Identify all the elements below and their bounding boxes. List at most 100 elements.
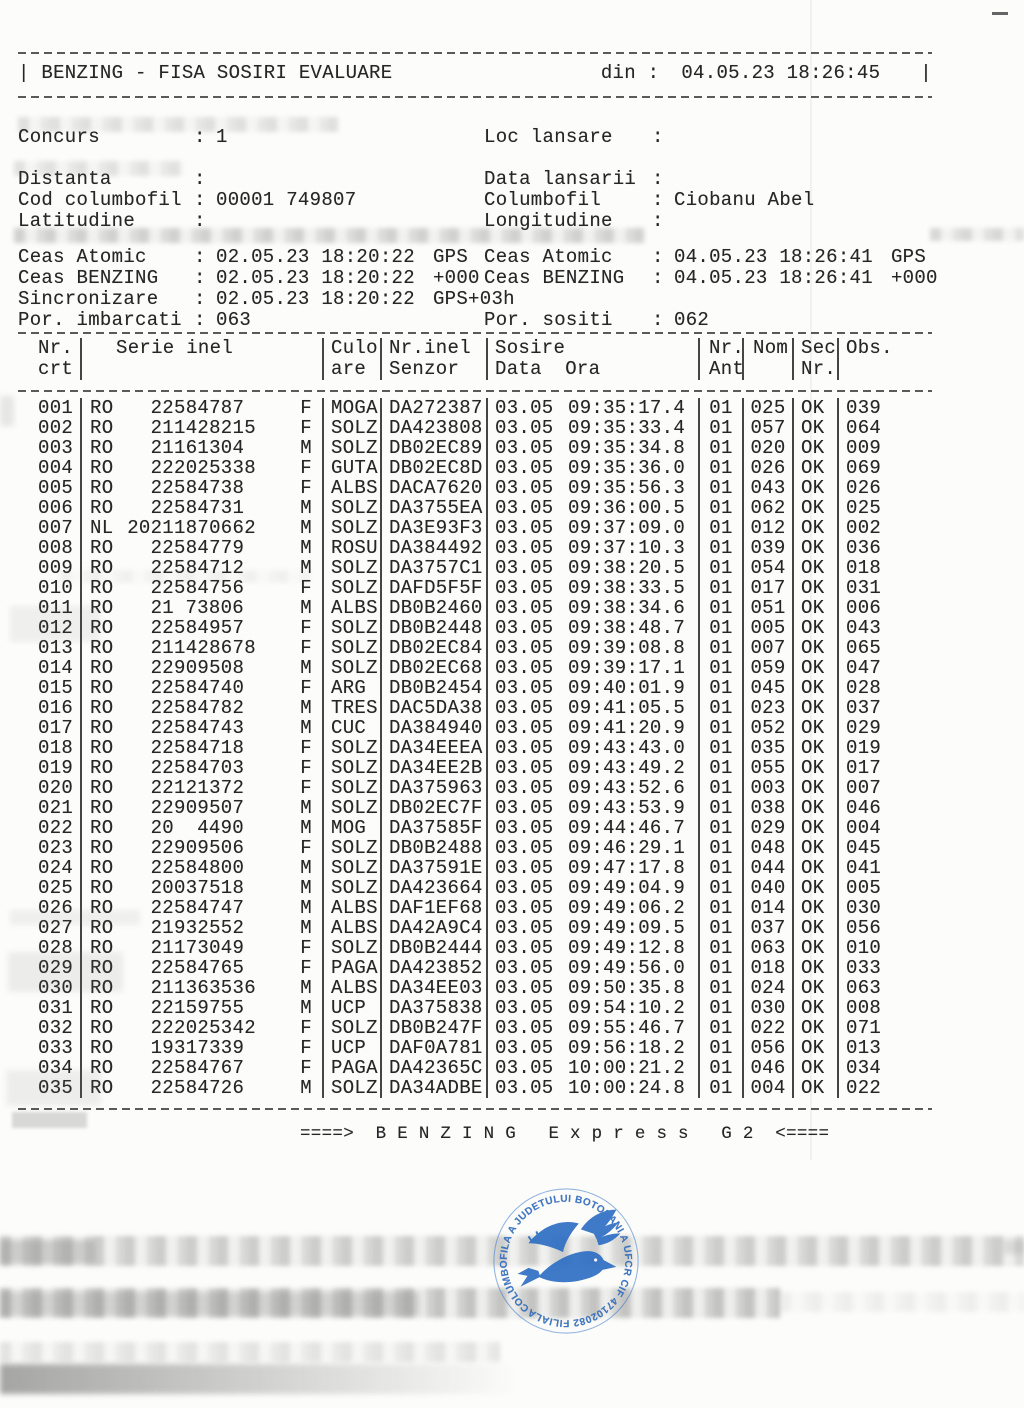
cell-sec: OK [792,498,837,518]
cell-culoare: SOLZ [322,938,380,958]
cell-nr: 033 [38,1037,74,1059]
cell-nr: 008 [38,537,74,559]
cell-nr: 001 [38,397,74,419]
table-row: 003 RO 21161304 M SOLZ DB02EC89 03.05 09:35… [18,438,899,458]
cell-obs: 033 [837,958,899,978]
cell-senzor: DB0B2448 [380,618,486,638]
cell-nr: 009 [38,557,74,579]
col-culoare: Culo are [322,338,380,380]
din-value: 04.05.23 18:26:45 [681,62,881,84]
cell-culoare: SOLZ [322,838,380,858]
col-serie-inel: Serie inel [80,338,322,380]
cell-sec: OK [792,558,837,578]
cell-serie: RO 22584756 F [80,578,322,598]
cell-ant: 01 [698,418,742,438]
cell-sosire: 03.05 09:49:09.5 [486,918,698,938]
cell-serie: RO 22909506 F [80,838,322,858]
cell-ant: 01 [698,518,742,538]
scan-artifact [0,1364,520,1394]
cell-nom: 023 [742,698,792,718]
cell-nr: 026 [38,897,74,919]
cell-sosire: 03.05 09:49:06.2 [486,898,698,918]
cell-obs: 004 [837,818,899,838]
cell-ant: 01 [698,858,742,878]
cell-sec: OK [792,878,837,898]
cell-sec: OK [792,1018,837,1038]
cell-sec: OK [792,718,837,738]
cell-sec: OK [792,438,837,458]
cell-obs: 028 [837,678,899,698]
cell-obs: 064 [837,418,899,438]
stamp-pigeon-icon [517,1209,621,1287]
cell-obs: 047 [837,658,899,678]
arrival-table-body: 001 RO 22584787 F MOGA DA272387 03.05 09:35… [18,398,899,1098]
cell-senzor: DACA7620 [380,478,486,498]
cell-nr: 014 [38,657,74,679]
cell-serie: RO 211363536 M [80,978,322,998]
cell-nom: 046 [742,1058,792,1078]
cell-sosire: 03.05 09:46:29.1 [486,838,698,858]
cell-ant: 01 [698,658,742,678]
cell-serie: RO 22584726 M [80,1078,322,1098]
cell-culoare: UCP [322,1038,380,1058]
cell-obs: 065 [837,638,899,658]
cell-ant: 01 [698,898,742,918]
cell-sosire: 03.05 09:43:52.6 [486,778,698,798]
cell-obs: 031 [837,578,899,598]
cell-obs: 039 [837,398,899,418]
cell-ant: 01 [698,818,742,838]
cell-nr: 017 [38,717,74,739]
cell-sec: OK [792,418,837,438]
cell-nr: 031 [38,997,74,1019]
cell-ant: 01 [698,578,742,598]
cell-nom: 045 [742,678,792,698]
cell-sosire: 03.05 09:49:56.0 [486,958,698,978]
cell-nr: 004 [38,457,74,479]
cell-culoare: SOLZ [322,518,380,538]
cell-nom: 025 [742,398,792,418]
cell-serie: RO 22909508 M [80,658,322,678]
cell-culoare: TRES [322,698,380,718]
footer-banner: ====> B E N Z I N G E x p r e s s G 2 <=… [300,1124,830,1144]
cell-nom: 024 [742,978,792,998]
table-header: Nr. crt Serie inel Culo are Nr.inel Senzor … [18,338,899,380]
cell-obs: 008 [837,998,899,1018]
cell-culoare: SOLZ [322,778,380,798]
cell-culoare: ALBS [322,978,380,998]
cell-nom: 051 [742,598,792,618]
cell-sec: OK [792,1078,837,1098]
cell-nom: 043 [742,478,792,498]
cell-nom: 056 [742,1038,792,1058]
table-row: 019 RO 22584703 F SOLZ DA34EE2B 03.05 09:43… [18,758,899,778]
cell-nr: 012 [38,617,74,639]
cell-nr: 029 [38,957,74,979]
cell-serie: RO 22121372 F [80,778,322,798]
cell-culoare: SOLZ [322,558,380,578]
cell-serie: RO 22584712 M [80,558,322,578]
cell-senzor: DB02EC8D [380,458,486,478]
cell-sec: OK [792,858,837,878]
cell-senzor: DB02EC68 [380,658,486,678]
cell-sosire: 03.05 09:38:34.6 [486,598,698,618]
cell-culoare: ROSU [322,538,380,558]
report-header: | BENZING - FISA SOSIRI EVALUARE din : 0… [18,62,932,84]
cell-ant: 01 [698,798,742,818]
cell-ant: 01 [698,498,742,518]
cell-sec: OK [792,598,837,618]
table-row: 017 RO 22584743 M CUC DA384940 03.05 09:41:… [18,718,899,738]
table-row: 034 RO 22584767 F PAGA DA42365C 03.05 10:00… [18,1058,899,1078]
cell-nr: 020 [38,777,74,799]
table-row: 022 RO 20 4490 M MOG DA37585F 03.05 09:44:46… [18,818,899,838]
cell-obs: 041 [837,858,899,878]
cell-serie: RO 22584718 F [80,738,322,758]
association-stamp: COLUMBOFILA A JUDETULUI BOTOŞANI A UFCR … [487,1182,645,1340]
cell-nr: 024 [38,857,74,879]
cell-ant: 01 [698,1038,742,1058]
cell-sec: OK [792,818,837,838]
cell-nr: 025 [38,877,74,899]
col-obs: Obs. [837,338,899,380]
col-nr-crt: Nr. crt [38,337,74,380]
cell-serie: RO 22584731 M [80,498,322,518]
cell-sosire: 03.05 09:38:33.5 [486,578,698,598]
cell-nr: 022 [38,817,74,839]
